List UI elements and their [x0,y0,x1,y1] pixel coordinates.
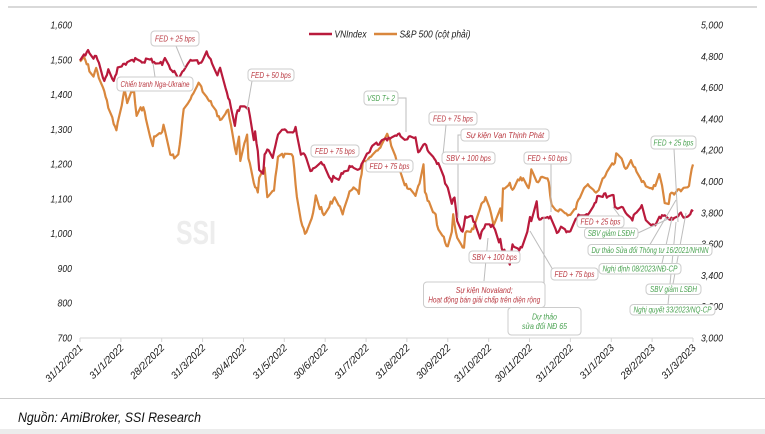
svg-text:SSI: SSI [176,214,216,251]
svg-text:Chiến tranh Nga-Ukraine: Chiến tranh Nga-Ukraine [121,80,190,89]
svg-text:1,300: 1,300 [51,125,73,136]
svg-text:900: 900 [58,264,73,275]
svg-text:Nghị định 08/2023/NĐ-CP: Nghị định 08/2023/NĐ-CP [603,265,679,274]
svg-text:FED + 25 bps: FED + 25 bps [581,218,621,227]
svg-text:3,400: 3,400 [701,271,723,282]
svg-text:Sự kiện Vạn Thịnh Phát: Sự kiện Vạn Thịnh Phát [466,131,545,140]
svg-text:FED + 75 bps: FED + 75 bps [315,147,355,156]
svg-text:4,600: 4,600 [701,83,723,94]
svg-text:FED + 50 bps: FED + 50 bps [251,71,291,80]
svg-text:4,800: 4,800 [701,52,723,63]
svg-text:FED + 25 bps: FED + 25 bps [654,138,694,147]
svg-text:3,600: 3,600 [701,240,723,251]
svg-text:5,000: 5,000 [701,21,723,32]
svg-text:Sự kiện Novaland;: Sự kiện Novaland; [456,286,513,295]
svg-text:VSD T+ 2: VSD T+ 2 [367,94,395,103]
svg-text:FED + 75 bps: FED + 75 bps [433,114,473,123]
svg-text:1,600: 1,600 [51,21,73,32]
svg-text:Dự thảo Sửa đổi Thông tư 16/20: Dự thảo Sửa đổi Thông tư 16/2021/NHNN [592,246,709,255]
svg-text:FED + 50 bps: FED + 50 bps [528,154,568,163]
svg-text:1,500: 1,500 [51,55,73,66]
svg-text:SBV + 100 bps: SBV + 100 bps [472,253,517,262]
svg-text:SBV + 100 bps: SBV + 100 bps [446,154,491,163]
svg-text:sửa đổi NĐ 65: sửa đổi NĐ 65 [522,322,567,331]
svg-text:1,400: 1,400 [51,90,73,101]
svg-text:Dự thảo: Dự thảo [532,312,557,321]
svg-text:FED + 75 bps: FED + 75 bps [555,270,595,279]
svg-text:1,200: 1,200 [51,160,73,171]
svg-text:FED + 25 bps: FED + 25 bps [155,34,195,43]
svg-text:FED + 75 bps: FED + 75 bps [370,162,410,171]
svg-text:3,800: 3,800 [701,208,723,219]
svg-text:4,400: 4,400 [701,114,723,125]
svg-text:SBV giảm LSĐH: SBV giảm LSĐH [650,285,697,294]
svg-text:VNIndex: VNIndex [335,29,368,41]
svg-text:SBV giảm LSĐH: SBV giảm LSĐH [588,229,635,238]
svg-text:Hoạt động bán giải chấp trên d: Hoạt động bán giải chấp trên diện rộng [428,295,540,304]
svg-text:1,100: 1,100 [51,194,73,205]
svg-text:S&P 500 (cột phải): S&P 500 (cột phải) [400,29,471,41]
svg-text:700: 700 [58,334,73,345]
svg-text:1,000: 1,000 [51,229,73,240]
svg-text:Nguồn: AmiBroker, SSI Research: Nguồn: AmiBroker, SSI Research [18,410,201,425]
svg-text:800: 800 [58,299,73,310]
svg-text:4,200: 4,200 [701,146,723,157]
svg-text:3,000: 3,000 [701,334,723,345]
svg-text:Nghị quyết 33/2023/NQ-CP: Nghị quyết 33/2023/NQ-CP [634,306,713,315]
svg-text:4,000: 4,000 [701,177,723,188]
